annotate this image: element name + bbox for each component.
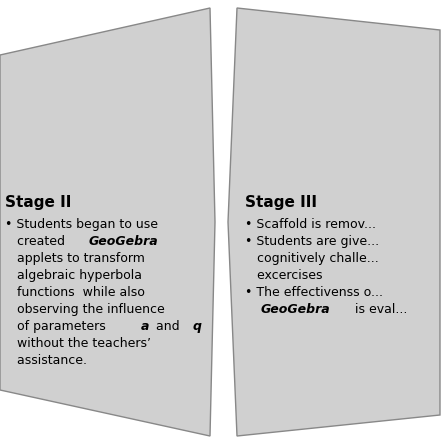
Text: without the teachers’: without the teachers’: [5, 337, 151, 350]
Text: GeoGebra: GeoGebra: [88, 235, 158, 248]
Text: of parameters: of parameters: [5, 320, 110, 333]
Text: • Students began to use: • Students began to use: [5, 218, 158, 231]
Polygon shape: [228, 8, 440, 436]
Text: excercises: excercises: [245, 269, 322, 282]
Text: Stage III: Stage III: [245, 195, 317, 210]
Text: created: created: [5, 235, 69, 248]
Text: functions  while also: functions while also: [5, 286, 145, 299]
Text: observing the influence: observing the influence: [5, 303, 165, 316]
Text: • Students are give...: • Students are give...: [245, 235, 379, 248]
Text: cognitively challe...: cognitively challe...: [245, 252, 379, 265]
Text: a: a: [141, 320, 150, 333]
Text: applets to transform: applets to transform: [5, 252, 145, 265]
Text: is eval...: is eval...: [351, 303, 408, 316]
Text: Stage II: Stage II: [5, 195, 71, 210]
Text: • The effectivenss o...: • The effectivenss o...: [245, 286, 383, 299]
Text: algebraic hyperbola: algebraic hyperbola: [5, 269, 142, 282]
Text: • Scaffold is remov...: • Scaffold is remov...: [245, 218, 376, 231]
Text: q: q: [193, 320, 202, 333]
Polygon shape: [0, 8, 215, 436]
Text: assistance.: assistance.: [5, 354, 87, 367]
Text: GeoGebra: GeoGebra: [261, 303, 330, 316]
Text: and: and: [152, 320, 183, 333]
